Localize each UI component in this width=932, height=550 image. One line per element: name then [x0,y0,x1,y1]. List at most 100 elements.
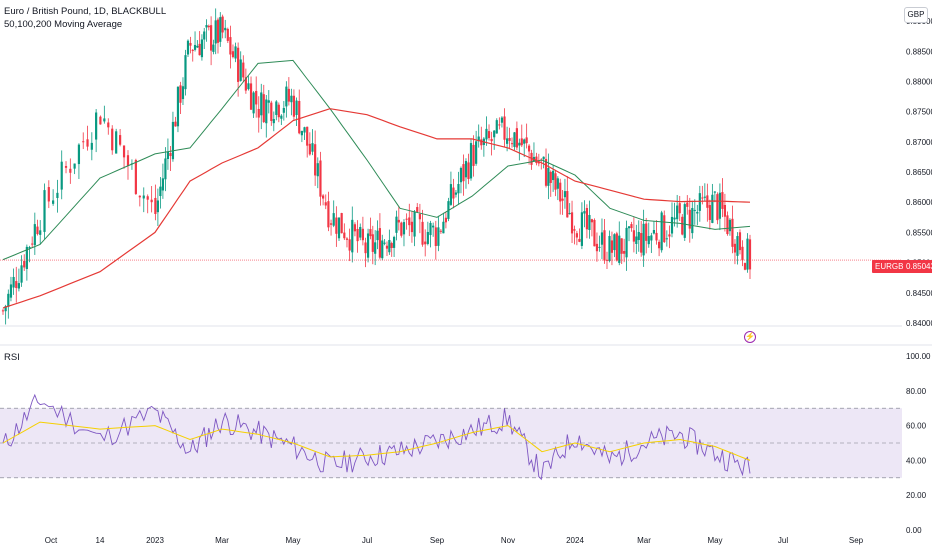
candle-body [126,155,130,166]
candle-body [505,138,509,144]
candle-body [52,200,55,204]
candle-body [459,167,463,183]
candle-body [449,184,453,205]
candle-body [39,230,42,235]
candle-body [421,221,424,245]
candle-body [696,211,699,214]
candle-body [198,43,201,56]
rsi-ma-line [2,421,751,461]
ma-short-line [2,59,751,261]
candle-body [107,122,110,128]
candle-body [618,235,621,263]
candle-body [670,216,674,234]
lightning-icon[interactable]: ⚡ [744,331,756,343]
candle-body [156,200,159,213]
candle-body [371,234,374,252]
candle-body [469,143,473,179]
candle-body [686,202,689,207]
candle-body [464,161,468,178]
candle-body [508,137,511,141]
candle-body [590,219,594,223]
candle-body [726,215,729,235]
candle-body [282,107,285,113]
candle-body [563,191,567,198]
x-tick-label: Jul [362,536,372,545]
candle-body [698,193,701,211]
candle-body [485,128,488,140]
candle-body [585,208,589,230]
candle-body [693,209,696,211]
candle-body [410,221,414,233]
candle-body [262,94,265,123]
candle-body [701,197,704,199]
rsi-tick-label: 60.00 [906,422,927,431]
candle-body [381,240,384,259]
candle-body [500,117,504,123]
candle-body [640,233,643,253]
indicator-label: 50,100,200 Moving Average [4,19,123,30]
candle-body [721,192,724,209]
candle-body [515,128,518,148]
x-tick-label: Nov [501,536,515,545]
candle-body [623,251,626,254]
x-tick-label: Oct [45,536,58,545]
candle-body [189,42,192,46]
candle-body [731,218,734,247]
candle-body [444,217,448,223]
rsi-tick-label: 40.00 [906,456,927,465]
candle-body [395,216,398,233]
candle-body [142,195,145,199]
candle-body [193,44,197,50]
candle-body [733,243,737,253]
candle-body [335,217,338,234]
candle-body [122,145,126,158]
candle-body [64,166,68,168]
x-tick-label: May [707,536,722,545]
candle-body [275,101,278,115]
candle-body [345,238,349,240]
candle-body [181,86,185,100]
candle-body [416,207,419,212]
candle-body [298,100,301,134]
candle-body [324,202,327,206]
candle-body [311,143,314,152]
candle-body [711,194,714,223]
candle-body [397,219,400,223]
rsi-tick-label: 100.00 [906,352,931,361]
candle-body [472,144,475,166]
candle-body [525,137,528,144]
candle-body [308,143,311,155]
candle-body [655,232,658,241]
candle-body [610,240,614,253]
candle-body [15,281,18,289]
candle-body [392,236,396,248]
candle-body [681,216,684,235]
candle-body [214,20,217,44]
candle-body [359,226,362,238]
x-tick-label: Mar [637,536,651,545]
rsi-pane[interactable] [0,393,902,481]
candle-body [598,246,601,248]
candle-body [103,118,106,122]
candle-body [212,44,215,52]
candle-body [748,239,752,270]
candle-body [260,92,263,116]
candle-body [200,39,204,58]
candle-body [267,100,270,103]
candle-body [356,228,359,242]
candle-body [424,241,427,245]
candle-body [578,238,581,242]
currency-badge[interactable]: GBP [904,7,928,23]
candle-body [351,219,354,253]
candle-body [1,310,5,312]
candle-body [605,259,609,261]
candle-body [247,83,250,90]
x-tick-label: Mar [215,536,229,545]
price-pane[interactable] [0,8,902,325]
candle-body [637,231,640,241]
rsi-tick-label: 20.00 [906,491,927,500]
